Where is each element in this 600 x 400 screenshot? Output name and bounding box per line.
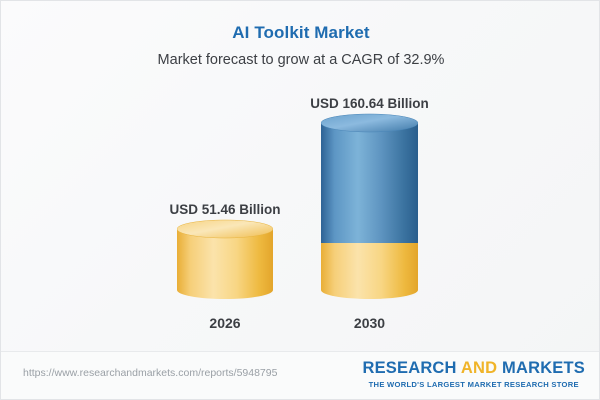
bar-value-label-2030: USD 160.64 Billion: [310, 96, 429, 111]
chart-subtitle: Market forecast to grow at a CAGR of 32.…: [157, 52, 445, 68]
footer: https://www.researchandmarkets.com/repor…: [1, 351, 599, 399]
cylinder-bar-2030: [321, 113, 418, 300]
logo-word-research: RESEARCH: [362, 359, 457, 377]
bar-value-label-2026: USD 51.46 Billion: [169, 202, 281, 217]
cylinder-bar-2026: [177, 219, 273, 300]
research-and-markets-logo[interactable]: RESEARCH AND MARKETS THE WORLD'S LARGEST…: [362, 359, 585, 389]
logo-word-and: AND: [460, 359, 498, 377]
page-title: AI Toolkit Market: [232, 23, 370, 42]
logo-tagline: THE WORLD'S LARGEST MARKET RESEARCH STOR…: [368, 380, 579, 389]
axis-label-2026: 2026: [209, 315, 241, 331]
chart-plot-area: USD 51.46 Billion: [1, 1, 599, 353]
source-url[interactable]: https://www.researchandmarkets.com/repor…: [23, 367, 278, 379]
logo-word-markets: MARKETS: [502, 359, 585, 377]
logo-wordmark: RESEARCH AND MARKETS: [362, 359, 585, 378]
axis-label-2030: 2030: [353, 315, 386, 331]
